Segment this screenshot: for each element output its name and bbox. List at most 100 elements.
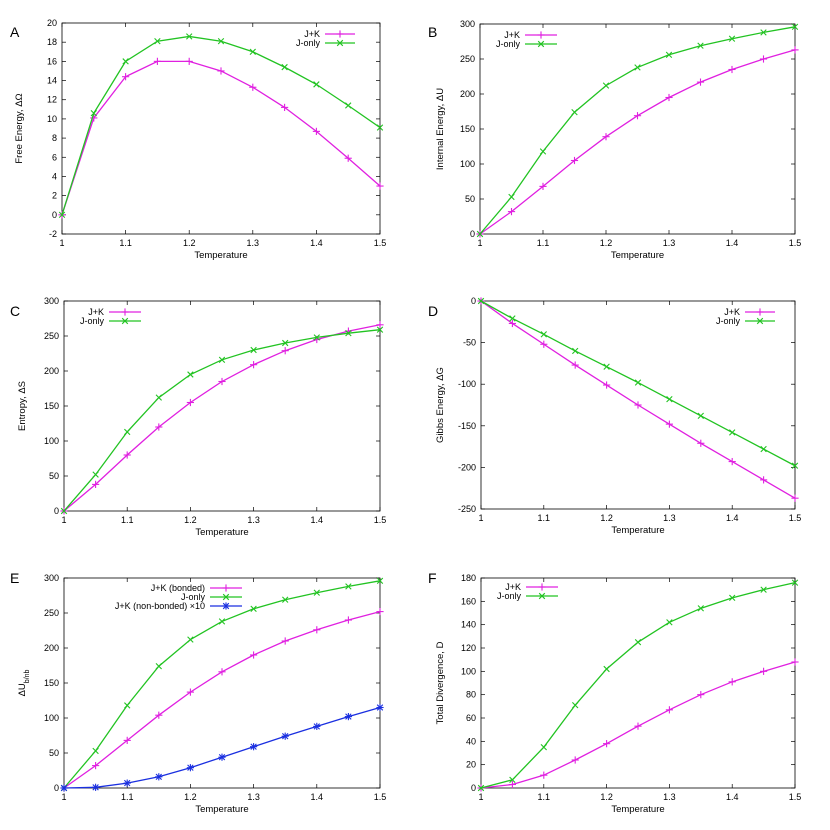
series-line: [61, 35, 381, 216]
data-point: [90, 114, 98, 122]
series-2: [476, 23, 799, 238]
y-tick-label: 50: [49, 471, 59, 481]
data-point: [155, 773, 163, 781]
data-point: [697, 439, 705, 447]
x-tick-label: 1.1: [538, 513, 551, 523]
y-tick-label: -150: [458, 421, 476, 431]
data-point: [509, 315, 516, 322]
data-point: [217, 67, 225, 75]
legend-marker: [756, 308, 764, 316]
x-tick-label: 1.1: [537, 238, 550, 248]
series-line: [479, 49, 796, 235]
data-point: [791, 46, 799, 54]
y-tick-label: 250: [44, 331, 59, 341]
series-line: [61, 60, 381, 216]
x-tick-label: 1.3: [663, 792, 676, 802]
x-tick-label: 1.4: [310, 238, 323, 248]
x-tick-label: 1.4: [311, 515, 324, 525]
legend-label: J-only: [496, 39, 521, 49]
legend: J+KJ-only: [716, 307, 775, 326]
x-tick-label: 1.4: [726, 792, 739, 802]
data-point: [760, 667, 768, 675]
legend-marker: [538, 592, 546, 600]
data-point: [186, 764, 194, 772]
data-point: [344, 713, 352, 721]
data-point: [665, 51, 673, 58]
data-point: [572, 347, 579, 355]
data-point: [90, 109, 97, 117]
data-point: [154, 38, 161, 45]
data-point: [477, 784, 485, 792]
x-tick-label: 1: [61, 792, 66, 802]
data-point: [791, 494, 799, 502]
y-tick-label: 10: [47, 114, 57, 124]
data-point: [760, 476, 768, 484]
legend-label: J+K: [724, 307, 740, 317]
data-point: [250, 346, 257, 354]
data-point: [791, 23, 799, 30]
data-point: [153, 57, 161, 65]
series-1: [476, 46, 799, 238]
series-line: [63, 324, 381, 512]
data-point: [249, 48, 256, 55]
chart-panel-f: F 1 1.1 1.2 1.3 1.4 1.5 0 20 40 60 80 100 120 140 160 18…: [428, 570, 801, 815]
y-tick-label: 4: [52, 171, 57, 181]
data-point: [728, 65, 736, 74]
data-point: [634, 64, 641, 71]
data-point: [312, 127, 320, 135]
data-point: [122, 58, 129, 65]
y-axis-label: Entropy, ΔS: [17, 381, 28, 431]
y-tick-label: 12: [47, 95, 57, 105]
data-point: [634, 722, 642, 730]
y-tick-label: 180: [461, 573, 476, 583]
series-2: [60, 326, 384, 515]
y-axis-label: Total Divergence, D: [435, 641, 446, 724]
x-tick-label: 1.1: [121, 792, 134, 802]
data-point: [249, 83, 257, 91]
data-point: [540, 331, 547, 338]
data-point: [218, 753, 226, 761]
x-tick-label: 1.1: [538, 792, 551, 802]
legend: J+KJ-only: [80, 307, 141, 326]
data-point: [155, 663, 162, 670]
data-point: [376, 326, 384, 333]
y-tick-label: -2: [49, 229, 57, 239]
x-tick-label: 1.5: [789, 513, 802, 523]
x-axis-label: Temperature: [195, 804, 248, 815]
x-tick-label: 1.2: [183, 238, 196, 248]
y-tick-label: 16: [47, 56, 57, 66]
data-point: [122, 73, 130, 81]
data-point: [60, 507, 68, 515]
data-point: [572, 701, 579, 709]
y-tick-label: 200: [460, 89, 475, 99]
legend: J+KJ-only: [496, 30, 557, 49]
series-1: [477, 658, 799, 792]
data-point: [509, 776, 516, 784]
data-point: [281, 103, 289, 111]
data-point: [507, 208, 516, 216]
legend: J+KJ-only: [296, 29, 355, 48]
data-point: [760, 29, 767, 36]
data-point: [281, 732, 289, 740]
data-point: [508, 780, 516, 789]
data-point: [250, 605, 257, 612]
data-point: [92, 471, 99, 478]
y-tick-label: 50: [49, 748, 59, 758]
plot-frame: [480, 300, 796, 510]
data-point: [376, 182, 384, 190]
y-tick-label: -50: [463, 338, 476, 348]
x-tick-label: 1.2: [600, 238, 613, 248]
legend-label: J-only: [497, 591, 522, 601]
y-tick-label: 50: [465, 194, 475, 204]
data-point: [187, 371, 194, 378]
panel-letter: F: [428, 570, 437, 586]
data-point: [603, 665, 610, 673]
data-point: [187, 636, 194, 643]
data-point: [603, 381, 611, 389]
y-tick-label: 0: [471, 296, 476, 306]
panel-letter: E: [10, 570, 19, 586]
y-tick-label: 140: [461, 620, 476, 630]
y-tick-label: 0: [470, 229, 475, 239]
